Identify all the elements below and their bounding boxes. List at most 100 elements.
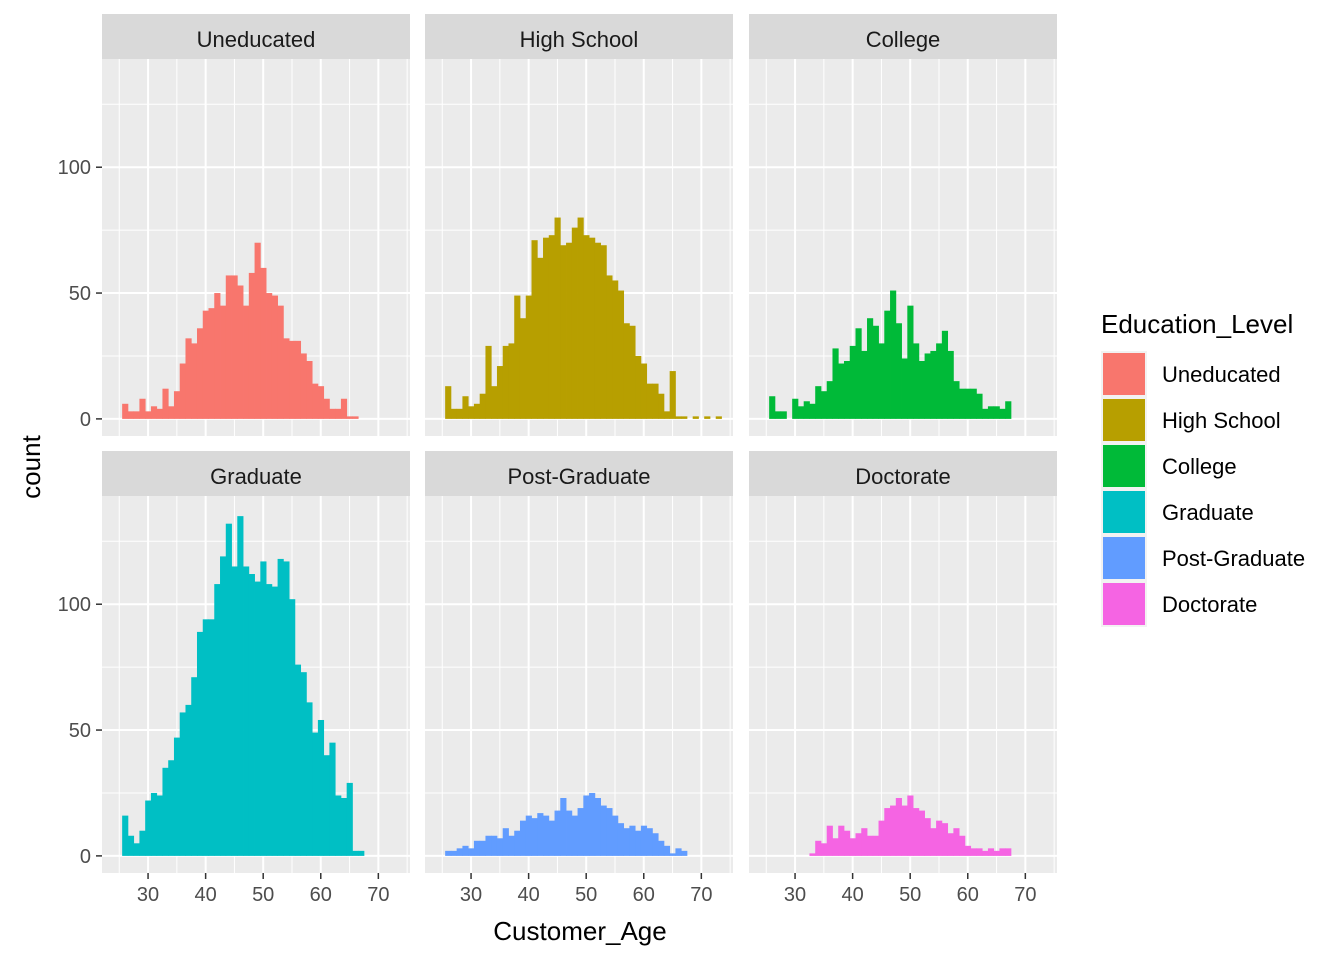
bar [168,406,175,419]
bar [594,798,601,856]
bar [468,406,475,419]
bar [855,833,862,856]
bar [970,388,977,419]
bar [901,805,908,856]
bar [941,823,949,856]
bar [220,556,227,856]
bar [947,350,954,419]
bar [838,825,845,856]
bar [872,325,879,419]
bar [589,237,596,419]
histogram-bars-high-school [445,217,722,419]
bar [577,808,584,856]
bar [867,835,874,856]
facet-strip-post-graduate [425,451,733,496]
bar [993,406,1000,419]
bar [519,820,527,856]
bar [352,850,359,856]
bar [196,328,204,419]
bar [901,358,908,419]
bar [150,406,158,419]
bar [508,835,515,856]
histogram-bars-graduate [122,516,365,856]
bar [803,401,810,419]
bar [976,848,983,856]
legend-label: Doctorate [1162,592,1257,617]
bar [964,845,972,856]
bar [964,388,972,419]
bar [317,386,325,419]
bar [502,345,509,419]
bar [617,823,625,856]
bar [179,712,186,856]
bar [456,408,463,419]
bar [133,843,140,856]
legend: Education_Level Uneducated High School Col… [1101,309,1305,627]
bar [867,318,874,419]
bar [959,835,966,856]
bar [907,305,914,419]
bar [861,350,868,419]
legend-label: College [1162,454,1237,479]
bar [560,798,567,856]
bar [913,343,920,419]
bar [462,845,469,856]
legend-swatch [1103,491,1145,533]
bar [243,566,250,856]
bar [173,737,181,856]
bar [243,305,250,419]
bar [525,295,532,419]
facet-post-graduate: Post-Graduate [425,451,733,873]
bar [600,245,607,419]
x-axis-group: 30 40 50 60 70 30 40 50 60 70 30 40 50 60 70 [137,873,1036,906]
bar [918,361,925,419]
legend-swatch [1103,537,1145,579]
bar [306,702,313,856]
bar [266,584,273,856]
bar [895,323,902,419]
bar [623,828,630,856]
x-tick-label: 50 [899,884,921,906]
bar [792,398,799,419]
x-tick-label: 30 [460,884,482,906]
bar [156,795,163,856]
bar [658,840,665,856]
bar [445,850,452,856]
bar [849,345,856,419]
legend-label: Graduate [1162,500,1254,525]
legend-swatch [1103,353,1145,395]
facet-strip-high-school [425,14,733,59]
histogram-bars-doctorate [809,795,1012,856]
legend-swatch [1103,583,1145,625]
bar [953,381,960,419]
facet-strip-label-uneducated: Uneducated [197,27,316,52]
bar [468,848,475,856]
legend-label: Post-Graduate [1162,546,1305,571]
bar [600,805,607,856]
bar [191,343,198,419]
bar [970,848,977,856]
bar [895,798,902,856]
bar [335,795,342,856]
bar [289,599,296,856]
bar [953,828,960,856]
bar [450,408,458,419]
bar [704,416,711,419]
bar [890,290,897,419]
facet-strip-college [749,14,1057,59]
bar [675,416,682,419]
bar [617,290,625,419]
bar [918,810,925,856]
bar [612,815,619,856]
bar [936,820,943,856]
bar [815,840,822,856]
bar [566,242,573,419]
bar [248,574,255,856]
bar [254,242,261,419]
bar [606,275,613,419]
bar [277,305,284,419]
bar [987,406,995,419]
bar [122,815,129,856]
bar [658,393,665,419]
bar [473,840,481,856]
